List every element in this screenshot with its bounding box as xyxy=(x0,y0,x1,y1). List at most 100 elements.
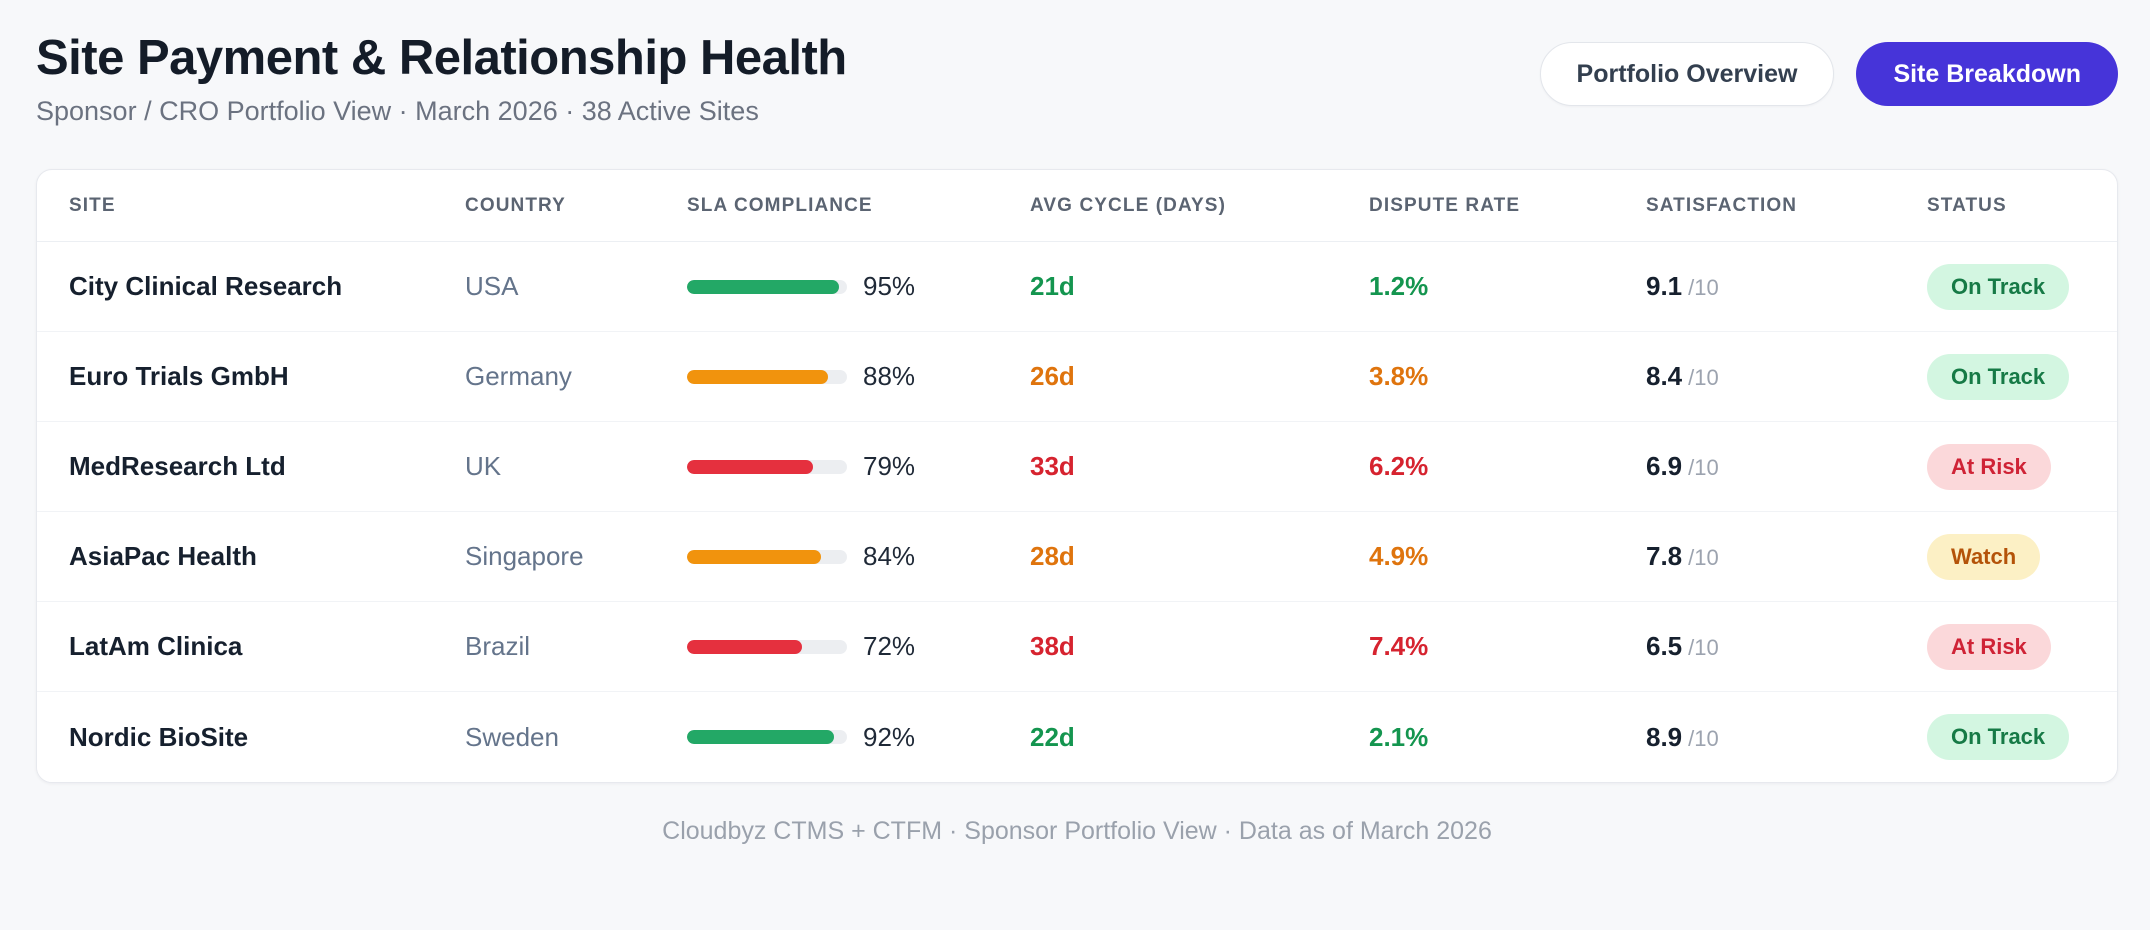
site-name: Euro Trials GmbH xyxy=(69,361,289,392)
status-cell: On Track xyxy=(1927,263,2085,310)
footer-note: Cloudbyz CTMS + CTFM · Sponsor Portfolio… xyxy=(662,817,1492,846)
sla-percentage: 84% xyxy=(863,541,916,572)
sla-percentage: 95% xyxy=(863,271,916,302)
site-country: UK xyxy=(465,451,502,482)
site-name: City Clinical Research xyxy=(69,271,343,302)
site-name: AsiaPac Health xyxy=(69,541,257,572)
satisfaction-max: /10 xyxy=(1688,725,1719,751)
satisfaction-max: /10 xyxy=(1688,365,1719,391)
satisfaction-max: /10 xyxy=(1688,545,1719,571)
sla-percentage: 72% xyxy=(863,631,916,662)
status-badge: Watch xyxy=(1927,533,2041,580)
satisfaction-value: 9.1 xyxy=(1646,271,1683,302)
table-body: City Clinical Research USA 95% 21d 1.2% … xyxy=(37,242,2117,783)
column-header: Dispute Rate xyxy=(1369,194,1521,216)
dispute-rate: 1.2% xyxy=(1369,271,1429,302)
satisfaction-value: 8.4 xyxy=(1646,361,1683,392)
sla-progress-fill xyxy=(687,730,835,745)
avg-cycle-days: 21d xyxy=(1030,271,1075,302)
page-subtitle: Sponsor / CRO Portfolio View · March 202… xyxy=(36,96,759,127)
site-country: Brazil xyxy=(465,631,531,662)
status-cell: On Track xyxy=(1927,714,2085,761)
site-country: USA xyxy=(465,271,519,302)
sla-progress-track xyxy=(687,279,847,294)
sla-percentage: 88% xyxy=(863,361,916,392)
dispute-rate: 3.8% xyxy=(1369,361,1429,392)
table-row: MedResearch Ltd UK 79% 33d 6.2% 6.9/10 A… xyxy=(37,422,2117,513)
dispute-rate: 4.9% xyxy=(1369,541,1429,572)
site-country: Germany xyxy=(465,361,572,392)
dashboard-page: Site Payment & Relationship Health Spons… xyxy=(36,30,2118,846)
column-header: Country xyxy=(465,194,566,216)
sla-progress-track xyxy=(687,459,847,474)
sla-compliance-cell: 88% xyxy=(687,361,1030,392)
page-title: Site Payment & Relationship Health xyxy=(36,31,847,85)
status-badge: On Track xyxy=(1927,714,2070,761)
sla-progress-track xyxy=(687,639,847,654)
column-header: Status xyxy=(1927,194,2007,216)
satisfaction-score: 7.8/10 xyxy=(1646,541,1927,572)
sla-compliance-cell: 95% xyxy=(687,271,1030,302)
sla-percentage: 79% xyxy=(863,451,916,482)
view-toggle: Portfolio Overview Site Breakdown xyxy=(1539,42,2118,106)
status-cell: At Risk xyxy=(1927,443,2085,490)
satisfaction-score: 6.5/10 xyxy=(1646,631,1927,662)
site-name: Nordic BioSite xyxy=(69,721,249,752)
table-row: LatAm Clinica Brazil 72% 38d 7.4% 6.5/10… xyxy=(37,602,2117,693)
sla-compliance-cell: 92% xyxy=(687,722,1030,753)
dispute-rate: 7.4% xyxy=(1369,631,1429,662)
sla-progress-fill xyxy=(687,639,803,654)
sla-progress-track xyxy=(687,369,847,384)
table-row: Nordic BioSite Sweden 92% 22d 2.1% 8.9/1… xyxy=(37,692,2117,783)
satisfaction-score: 6.9/10 xyxy=(1646,451,1927,482)
sla-percentage: 92% xyxy=(863,721,916,752)
status-cell: At Risk xyxy=(1927,623,2085,670)
avg-cycle-days: 26d xyxy=(1030,361,1075,392)
sla-progress-fill xyxy=(687,549,822,564)
avg-cycle-days: 28d xyxy=(1030,541,1075,572)
satisfaction-score: 8.4/10 xyxy=(1646,361,1927,392)
site-name: MedResearch Ltd xyxy=(69,451,286,482)
column-header: SLA Compliance xyxy=(687,194,873,216)
site-name: LatAm Clinica xyxy=(69,631,243,662)
sla-compliance-cell: 72% xyxy=(687,631,1030,662)
page-heading: Site Payment & Relationship Health Spons… xyxy=(36,30,847,127)
status-badge: On Track xyxy=(1927,353,2070,400)
table-row: AsiaPac Health Singapore 84% 28d 4.9% 7.… xyxy=(37,512,2117,603)
avg-cycle-days: 22d xyxy=(1030,721,1075,752)
avg-cycle-days: 33d xyxy=(1030,451,1075,482)
site-breakdown-button[interactable]: Site Breakdown xyxy=(1856,42,2118,106)
column-header: Avg Cycle (Days) xyxy=(1030,194,1227,216)
site-country: Singapore xyxy=(465,541,584,572)
satisfaction-max: /10 xyxy=(1688,275,1719,301)
status-badge: At Risk xyxy=(1927,623,2051,670)
page-header: Site Payment & Relationship Health Spons… xyxy=(36,30,2118,127)
column-header: Site xyxy=(69,194,116,216)
site-health-table-card: Site Country SLA Compliance Avg Cycle (Days… xyxy=(36,169,2118,784)
satisfaction-value: 6.5 xyxy=(1646,631,1683,662)
sla-progress-fill xyxy=(687,369,828,384)
sla-compliance-cell: 79% xyxy=(687,451,1030,482)
satisfaction-value: 6.9 xyxy=(1646,451,1683,482)
satisfaction-value: 8.9 xyxy=(1646,721,1683,752)
table-row: City Clinical Research USA 95% 21d 1.2% … xyxy=(37,242,2117,333)
sla-progress-track xyxy=(687,730,847,745)
avg-cycle-days: 38d xyxy=(1030,631,1075,662)
status-cell: Watch xyxy=(1927,533,2085,580)
satisfaction-max: /10 xyxy=(1688,635,1719,661)
sla-progress-fill xyxy=(687,459,814,474)
satisfaction-score: 8.9/10 xyxy=(1646,722,1927,753)
status-badge: At Risk xyxy=(1927,443,2051,490)
dispute-rate: 2.1% xyxy=(1369,721,1429,752)
sla-progress-fill xyxy=(687,279,839,294)
dispute-rate: 6.2% xyxy=(1369,451,1429,482)
satisfaction-max: /10 xyxy=(1688,455,1719,481)
satisfaction-score: 9.1/10 xyxy=(1646,271,1927,302)
satisfaction-value: 7.8 xyxy=(1646,541,1683,572)
status-cell: On Track xyxy=(1927,353,2085,400)
table-row: Euro Trials GmbH Germany 88% 26d 3.8% 8.… xyxy=(37,332,2117,423)
table-header-row: Site Country SLA Compliance Avg Cycle (Days… xyxy=(37,170,2117,243)
status-badge: On Track xyxy=(1927,263,2070,310)
portfolio-overview-button[interactable]: Portfolio Overview xyxy=(1539,42,1835,106)
sla-progress-track xyxy=(687,549,847,564)
